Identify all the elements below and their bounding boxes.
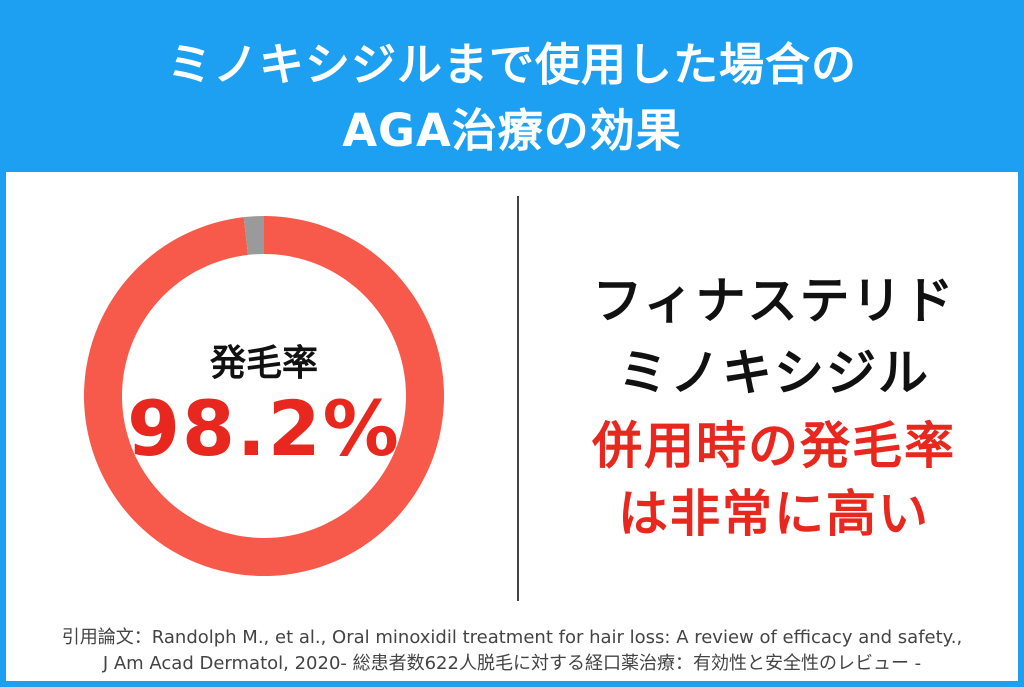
title-line-1: ミノキシジルまで使用した場合の [166, 38, 857, 91]
chart-center-label: 発毛率 [209, 343, 318, 384]
citation-line-1: 引用論文：Randolph M., et al., Oral minoxidil… [61, 627, 963, 648]
conclusion-text: は非常に高い [618, 485, 930, 543]
drug-name-minoxidil: ミノキシジル [618, 344, 930, 402]
vertical-divider [517, 196, 519, 601]
donut-svg [84, 216, 444, 576]
title-line-2: AGA治療の効果 [342, 104, 682, 157]
combined-rate-text: 併用時の発毛率 [592, 417, 956, 475]
donut-slice-2 [243, 216, 264, 255]
citation-line-2: J Am Acad Dermatol, 2020- 総患者数622人脱毛に対する… [102, 653, 922, 674]
title-banner: ミノキシジルまで使用した場合の AGA治療の効果 [6, 6, 1018, 172]
drug-name-finasteride: フィナステリド [592, 272, 956, 330]
chart-center-value: 98.2% [127, 384, 401, 473]
donut-chart: 発毛率 98.2% [84, 216, 444, 576]
